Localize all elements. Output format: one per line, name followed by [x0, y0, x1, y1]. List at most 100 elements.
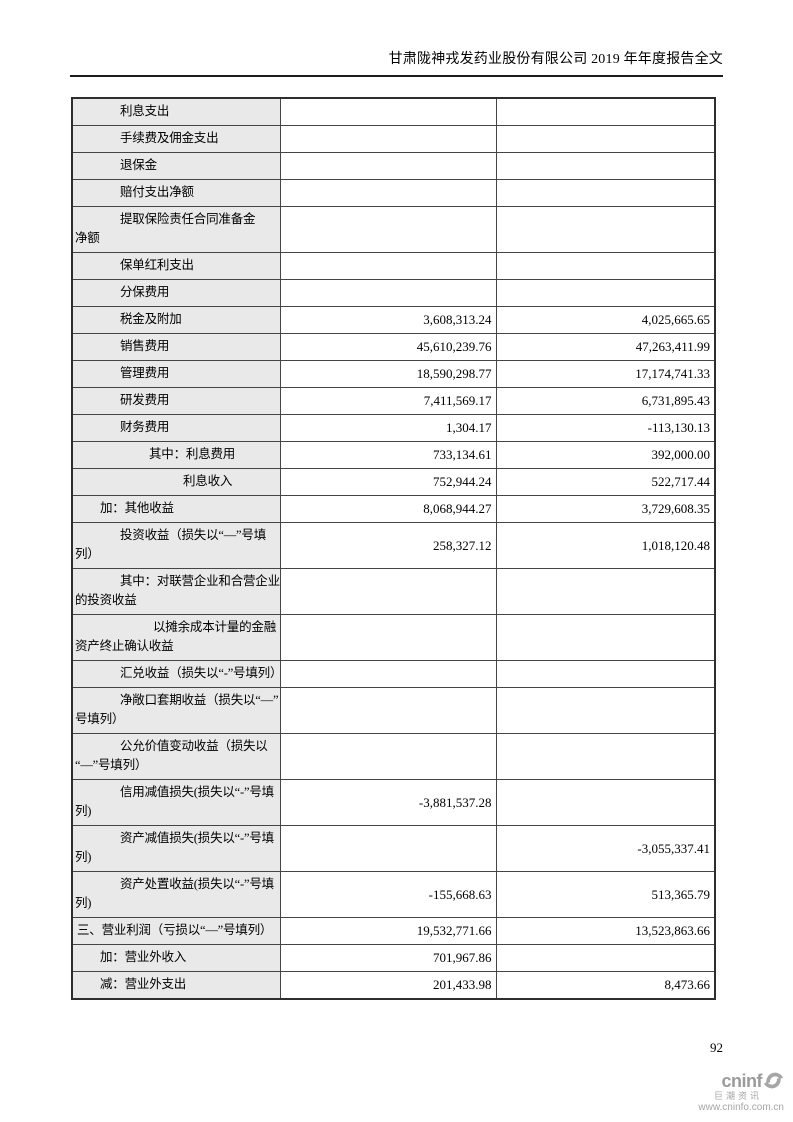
row-label: 研发费用 [71, 387, 281, 415]
row-label: 利息收入 [71, 468, 281, 496]
row-label: 分保费用 [71, 279, 281, 307]
row-label: 信用减值损失(损失以“-”号填 列) [71, 779, 281, 826]
value-prior-period [495, 733, 716, 780]
table-row: 投资收益（损失以“—”号填 列） 258,327.12 1,018,120.48 [71, 522, 716, 569]
income-statement-body: 利息支出 手续费及佣金支出 退保金 赔付支出净额 提取保险责任合同准备金 净额 … [71, 97, 716, 1000]
value-current-period [279, 733, 497, 780]
table-row: 研发费用 7,411,569.17 6,731,895.43 [71, 387, 716, 415]
value-current-period [279, 206, 497, 253]
row-label: 资产减值损失(损失以“-”号填 列) [71, 825, 281, 872]
table-row: 汇兑收益（损失以“-”号填列） [71, 660, 716, 688]
row-label: 汇兑收益（损失以“-”号填列） [71, 660, 281, 688]
value-current-period: 701,967.86 [279, 944, 497, 972]
value-current-period: 258,327.12 [279, 522, 497, 569]
value-current-period [279, 568, 497, 615]
cninfo-logo: cninf 巨潮资讯 www.cninfo.com.cn [698, 1070, 784, 1114]
value-current-period: 19,532,771.66 [279, 917, 497, 945]
row-label: 减：营业外支出 [71, 971, 281, 1000]
table-row: 财务费用 1,304.17 -113,130.13 [71, 414, 716, 442]
value-current-period [279, 97, 497, 126]
value-prior-period: 47,263,411.99 [495, 333, 716, 361]
table-row: 管理费用 18,590,298.77 17,174,741.33 [71, 360, 716, 388]
table-row: 分保费用 [71, 279, 716, 307]
income-statement-table: 利息支出 手续费及佣金支出 退保金 赔付支出净额 提取保险责任合同准备金 净额 … [71, 97, 716, 1000]
row-label: 退保金 [71, 152, 281, 180]
table-row: 手续费及佣金支出 [71, 125, 716, 153]
row-label: 财务费用 [71, 414, 281, 442]
value-prior-period [495, 152, 716, 180]
value-current-period [279, 660, 497, 688]
value-prior-period: 13,523,863.66 [495, 917, 716, 945]
value-current-period: -3,881,537.28 [279, 779, 497, 826]
row-label: 税金及附加 [71, 306, 281, 334]
value-current-period: 45,610,239.76 [279, 333, 497, 361]
row-label: 赔付支出净额 [71, 179, 281, 207]
row-label: 手续费及佣金支出 [71, 125, 281, 153]
value-prior-period [495, 179, 716, 207]
value-current-period: 3,608,313.24 [279, 306, 497, 334]
value-current-period [279, 179, 497, 207]
value-prior-period: 8,473.66 [495, 971, 716, 1000]
row-label: 其中：利息费用 [71, 441, 281, 469]
value-prior-period [495, 252, 716, 280]
value-prior-period: 513,365.79 [495, 871, 716, 918]
row-label: 利息支出 [71, 97, 281, 126]
value-prior-period [495, 206, 716, 253]
value-current-period: 18,590,298.77 [279, 360, 497, 388]
table-row: 公允价值变动收益（损失以 “—”号填列） [71, 733, 716, 780]
value-current-period: -155,668.63 [279, 871, 497, 918]
value-current-period [279, 152, 497, 180]
value-current-period: 1,304.17 [279, 414, 497, 442]
value-prior-period: 4,025,665.65 [495, 306, 716, 334]
row-label: 资产处置收益(损失以“-”号填 列) [71, 871, 281, 918]
value-current-period [279, 125, 497, 153]
table-row: 销售费用 45,610,239.76 47,263,411.99 [71, 333, 716, 361]
row-label: 以摊余成本计量的金融 资产终止确认收益 [71, 614, 281, 661]
value-prior-period: 3,729,608.35 [495, 495, 716, 523]
value-prior-period [495, 660, 716, 688]
table-row: 以摊余成本计量的金融 资产终止确认收益 [71, 614, 716, 661]
value-prior-period [495, 944, 716, 972]
row-label: 管理费用 [71, 360, 281, 388]
value-prior-period: 1,018,120.48 [495, 522, 716, 569]
cninfo-logo-subtitle: 巨潮资讯 [713, 1091, 762, 1101]
value-prior-period: 522,717.44 [495, 468, 716, 496]
value-prior-period: 392,000.00 [495, 441, 716, 469]
table-row: 利息支出 [71, 97, 716, 126]
value-prior-period: -113,130.13 [495, 414, 716, 442]
table-row: 其中：利息费用 733,134.61 392,000.00 [71, 441, 716, 469]
value-prior-period [495, 97, 716, 126]
table-row: 其中：对联营企业和合营企业 的投资收益 [71, 568, 716, 615]
row-label: 公允价值变动收益（损失以 “—”号填列） [71, 733, 281, 780]
value-current-period: 752,944.24 [279, 468, 497, 496]
value-prior-period [495, 568, 716, 615]
table-row: 加：其他收益 8,068,944.27 3,729,608.35 [71, 495, 716, 523]
page-number: 92 [710, 1040, 723, 1055]
value-prior-period [495, 687, 716, 734]
value-prior-period: 17,174,741.33 [495, 360, 716, 388]
table-row: 退保金 [71, 152, 716, 180]
value-current-period: 7,411,569.17 [279, 387, 497, 415]
row-label: 净敞口套期收益（损失以“—” 号填列） [71, 687, 281, 734]
row-label: 提取保险责任合同准备金 净额 [71, 206, 281, 253]
value-prior-period [495, 279, 716, 307]
value-current-period [279, 614, 497, 661]
value-prior-period [495, 779, 716, 826]
cninfo-logo-text: cninf [721, 1070, 763, 1091]
table-row: 三、营业利润（亏损以“—”号填列） 19,532,771.66 13,523,8… [71, 917, 716, 945]
value-current-period: 8,068,944.27 [279, 495, 497, 523]
table-row: 提取保险责任合同准备金 净额 [71, 206, 716, 253]
value-prior-period: -3,055,337.41 [495, 825, 716, 872]
row-label: 加：营业外收入 [71, 944, 281, 972]
table-row: 资产处置收益(损失以“-”号填 列) -155,668.63 513,365.7… [71, 871, 716, 918]
cninfo-logo-url: www.cninfo.com.cn [698, 1102, 784, 1113]
value-current-period [279, 825, 497, 872]
table-row: 加：营业外收入 701,967.86 [71, 944, 716, 972]
cninfo-swirl-icon [763, 1070, 784, 1091]
row-label: 投资收益（损失以“—”号填 列） [71, 522, 281, 569]
value-current-period: 201,433.98 [279, 971, 497, 1000]
row-label: 其中：对联营企业和合营企业 的投资收益 [71, 568, 281, 615]
value-prior-period [495, 125, 716, 153]
table-row: 净敞口套期收益（损失以“—” 号填列） [71, 687, 716, 734]
